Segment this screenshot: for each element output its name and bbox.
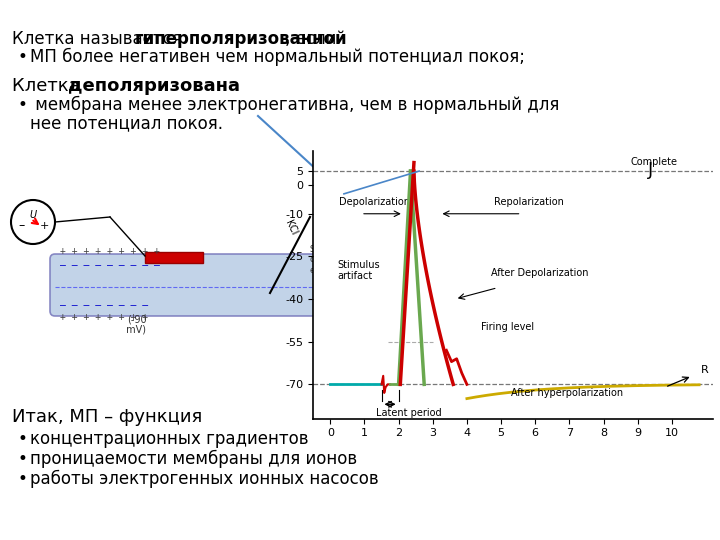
Text: +: + (40, 221, 49, 231)
Text: mV): mV) (123, 324, 146, 334)
Text: Depolarization: Depolarization (339, 197, 410, 207)
Text: проницаемости мембраны для ионов: проницаемости мембраны для ионов (30, 450, 357, 468)
Text: работы электрогенных ионных насосов: работы электрогенных ионных насосов (30, 470, 379, 488)
Circle shape (11, 200, 55, 244)
Text: Клетка: Клетка (12, 77, 86, 95)
Text: After hyperpolarization: After hyperpolarization (511, 388, 624, 398)
Text: Repolarization: Repolarization (494, 197, 564, 207)
Text: (-90: (-90 (127, 315, 147, 325)
Text: – – – – – – – – –: – – – – – – – – – (60, 260, 160, 270)
Text: МП более негативен чем нормальный потенциал покоя;: МП более негативен чем нормальный потенц… (30, 48, 525, 66)
Text: –: – (19, 219, 25, 233)
Text: Итак, МП – функция: Итак, МП – функция (12, 408, 202, 426)
Text: Silv
ch
ele: Silv ch ele (310, 245, 325, 275)
Text: + + + + + + + + +: + + + + + + + + + (60, 246, 160, 256)
Text: Firing level: Firing level (480, 322, 534, 332)
Text: •: • (18, 470, 28, 488)
Text: концентрационных градиентов: концентрационных градиентов (30, 430, 308, 448)
Bar (145, 252, 203, 263)
Text: KCl: KCl (283, 219, 299, 237)
Text: – – – – – – – –: – – – – – – – – (60, 300, 148, 310)
Text: Complete: Complete (631, 158, 678, 167)
Text: Stimulus
artifact: Stimulus artifact (337, 260, 379, 281)
Text: •: • (18, 450, 28, 468)
Text: U: U (30, 210, 37, 220)
FancyBboxPatch shape (50, 254, 355, 316)
Text: •: • (18, 96, 28, 114)
Text: деполяризована: деполяризована (68, 77, 240, 95)
Text: •: • (18, 48, 28, 66)
Text: мембрана менее электронегативна, чем в нормальный для: мембрана менее электронегативна, чем в н… (30, 96, 559, 114)
Text: гиперполяризованной: гиперполяризованной (135, 30, 348, 48)
Text: Latent period: Latent period (377, 408, 442, 417)
Text: •: • (18, 430, 28, 448)
Text: Клетка называется: Клетка называется (12, 30, 187, 48)
Text: J: J (648, 161, 653, 179)
Text: After Depolarization: After Depolarization (491, 268, 588, 278)
Text: + + + +: + + + + (352, 269, 393, 279)
Text: нее потенциал покоя.: нее потенциал покоя. (30, 114, 223, 132)
Text: + + + + + + + +: + + + + + + + + (60, 312, 148, 322)
Text: , если: , если (285, 30, 336, 48)
Text: R: R (701, 365, 708, 375)
